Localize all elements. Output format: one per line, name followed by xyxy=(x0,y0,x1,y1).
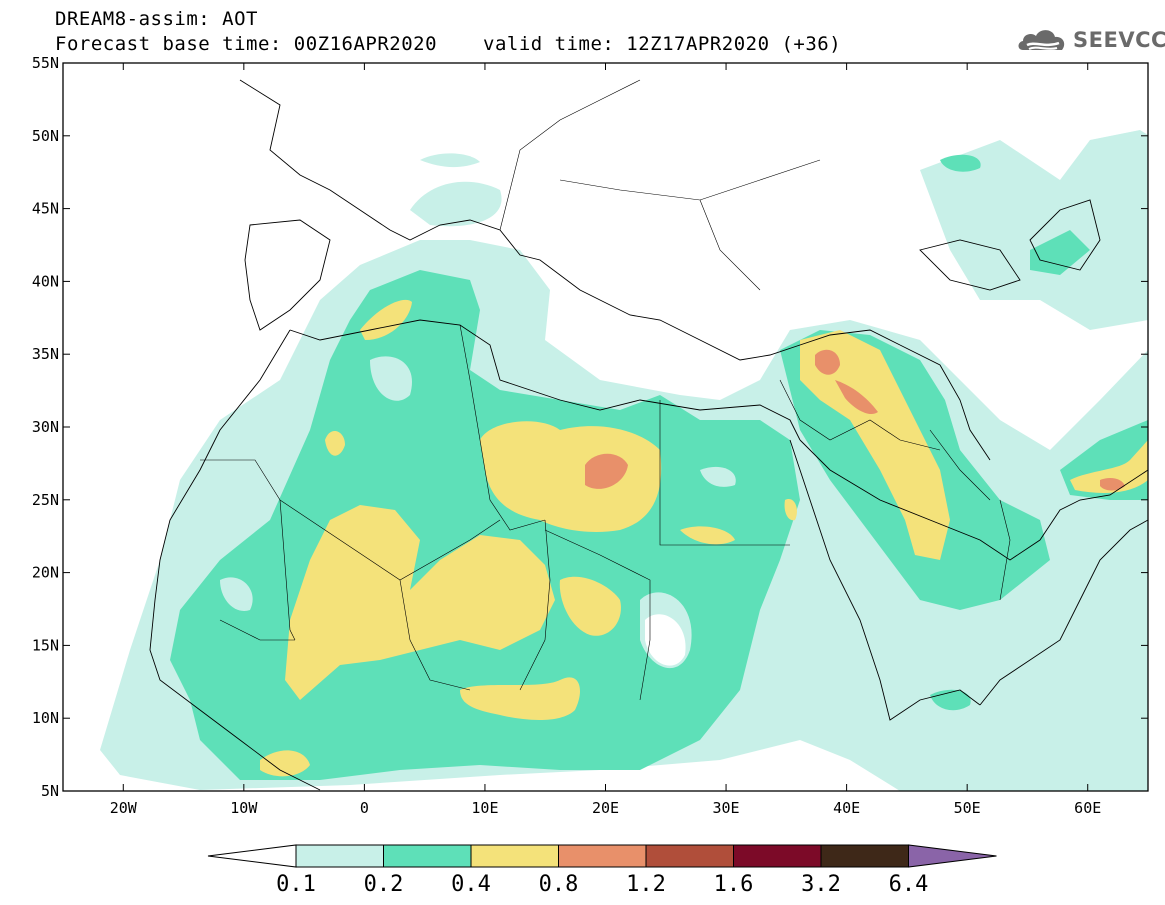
colorbar-label: 1.6 xyxy=(714,872,754,897)
coastlines xyxy=(149,79,1148,791)
lon-tick-label: 20E xyxy=(592,799,619,817)
lat-tick-label: 45N xyxy=(32,200,59,218)
lon-tick-label: 30E xyxy=(713,799,740,817)
lat-tick-label: 15N xyxy=(32,636,59,654)
colorbar-bin xyxy=(383,844,472,868)
colorbar-label: 0.1 xyxy=(276,872,316,897)
colorbar-bin xyxy=(820,844,909,868)
lon-tick-label: 0 xyxy=(360,799,369,817)
valid-time: valid time: 12Z17APR2020 (+36) xyxy=(483,33,842,55)
lat-tick-label: 30N xyxy=(32,418,59,436)
cloud-icon xyxy=(1018,30,1065,50)
country-borders xyxy=(200,79,1011,701)
chart-title: DREAM8-assim: AOT xyxy=(55,8,258,30)
lon-tick-label: 20W xyxy=(110,799,138,817)
lat-tick-label: 20N xyxy=(32,564,59,582)
lon-tick-label: 40E xyxy=(833,799,860,817)
lon-tick-label: 60E xyxy=(1074,799,1101,817)
colorbar-label: 6.4 xyxy=(889,872,929,897)
lat-tick-label: 55N xyxy=(32,54,59,72)
colorbar-bin xyxy=(470,844,559,868)
colorbar-low-extension xyxy=(207,844,297,868)
aot-colorbar xyxy=(207,844,997,868)
colorbar-label: 0.8 xyxy=(539,872,579,897)
colorbar-bin xyxy=(295,844,384,868)
lat-tick-label: 25N xyxy=(32,491,59,509)
colorbar-high-extension xyxy=(908,844,997,868)
lon-tick-label: 10W xyxy=(230,799,258,817)
colorbar-bin xyxy=(645,844,734,868)
lon-tick-label: 10E xyxy=(471,799,498,817)
logo-text: SEEVCCC xyxy=(1073,28,1165,52)
forecast-base-time: Forecast base time: 00Z16APR2020 xyxy=(55,33,438,55)
colorbar-label: 0.2 xyxy=(364,872,404,897)
colorbar-bin xyxy=(558,844,647,868)
seevccc-logo: SEEVCCC xyxy=(1015,24,1165,56)
lat-tick-label: 50N xyxy=(32,127,59,145)
lon-tick-label: 50E xyxy=(954,799,981,817)
lat-tick-label: 40N xyxy=(32,272,59,290)
lat-tick-label: 5N xyxy=(41,782,59,800)
colorbar-label: 0.4 xyxy=(451,872,491,897)
colorbar-label: 1.2 xyxy=(626,872,666,897)
colorbar-bin xyxy=(733,844,822,868)
aot-field xyxy=(63,63,1148,791)
colorbar-label: 3.2 xyxy=(801,872,841,897)
lat-tick-label: 35N xyxy=(32,345,59,363)
lat-tick-label: 10N xyxy=(32,709,59,727)
